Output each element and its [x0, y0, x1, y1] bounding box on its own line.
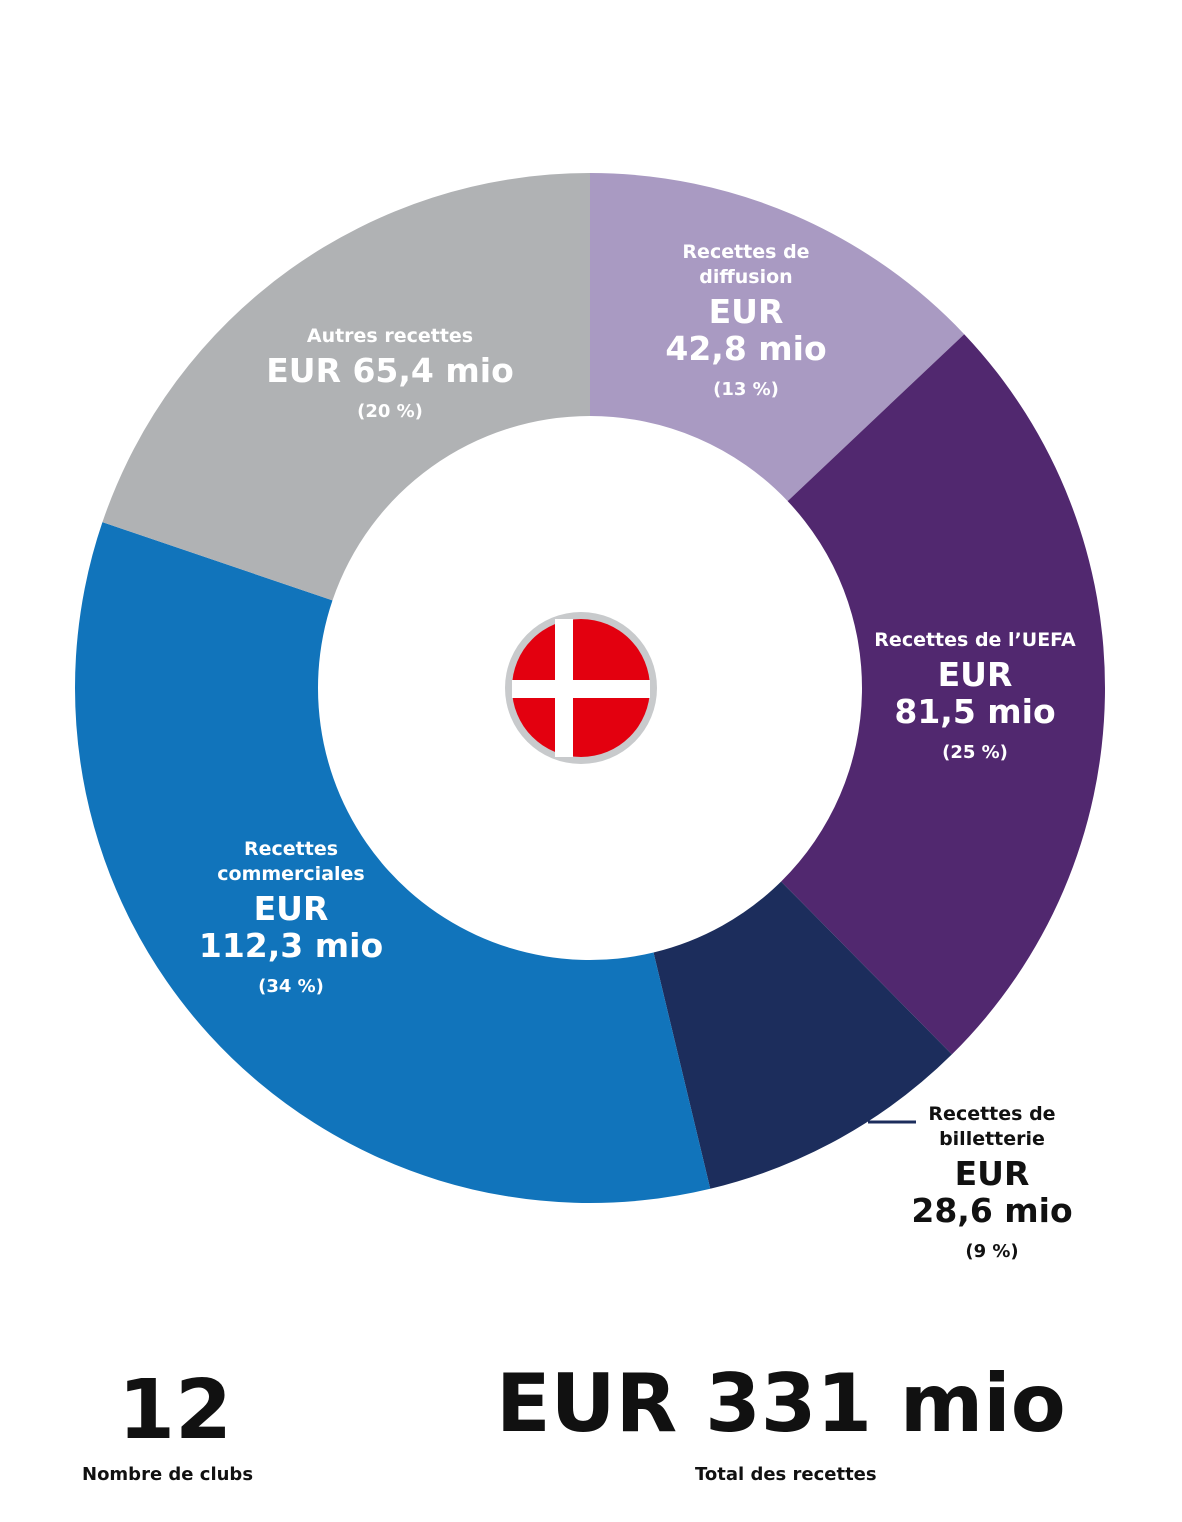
segment-percent-label: (25 %) [942, 742, 1008, 763]
flag-cross-horizontal [512, 680, 650, 698]
segment-amount-label: EUR [938, 655, 1013, 694]
segment-name-label: Recettes de [928, 1103, 1055, 1125]
segment-name-label: Recettes de l’UEFA [874, 629, 1076, 651]
clubs-count: 12 [118, 1363, 233, 1458]
label-group-4: Autres recettes EUR 65,4 mio (20 %) [266, 325, 514, 422]
denmark-flag-icon [505, 612, 657, 764]
segment-percent-label: (13 %) [713, 379, 779, 400]
segment-amount-label: EUR [709, 292, 784, 331]
segment-percent-label: (9 %) [965, 1241, 1018, 1262]
segment-amount-label: EUR [254, 889, 329, 928]
segment-name-label: Recettes de [682, 241, 809, 263]
donut-segments [75, 173, 1105, 1203]
segment-name-label: commerciales [217, 863, 364, 885]
segment-name-label: diffusion [699, 266, 792, 288]
segment-percent-label: (34 %) [258, 976, 324, 997]
total-revenue-caption: Total des recettes [695, 1464, 877, 1485]
segment-name-label: Autres recettes [307, 325, 473, 347]
segment-amount-label: 28,6 mio [911, 1191, 1072, 1230]
clubs-caption: Nombre de clubs [82, 1464, 254, 1485]
segment-amount-label: 81,5 mio [894, 692, 1055, 731]
segment-recettes-de-l-uefa [781, 334, 1105, 1055]
segment-name-label: Recettes [244, 838, 338, 860]
segment-amount-label: EUR 65,4 mio [266, 351, 514, 390]
segment-amount-label: 112,3 mio [199, 926, 383, 965]
segment-recettes-de-billetterie [653, 881, 952, 1189]
segment-autres-recettes [102, 173, 591, 601]
segment-recettes-commerciales [75, 522, 711, 1203]
total-revenue: EUR 331 mio [496, 1357, 1066, 1450]
segment-recettes-de-diffusion [590, 173, 965, 502]
segment-amount-label: EUR [955, 1154, 1030, 1193]
segment-percent-label: (20 %) [357, 401, 423, 422]
segment-amount-label: 42,8 mio [665, 329, 826, 368]
segment-name-label: billetterie [939, 1128, 1045, 1150]
